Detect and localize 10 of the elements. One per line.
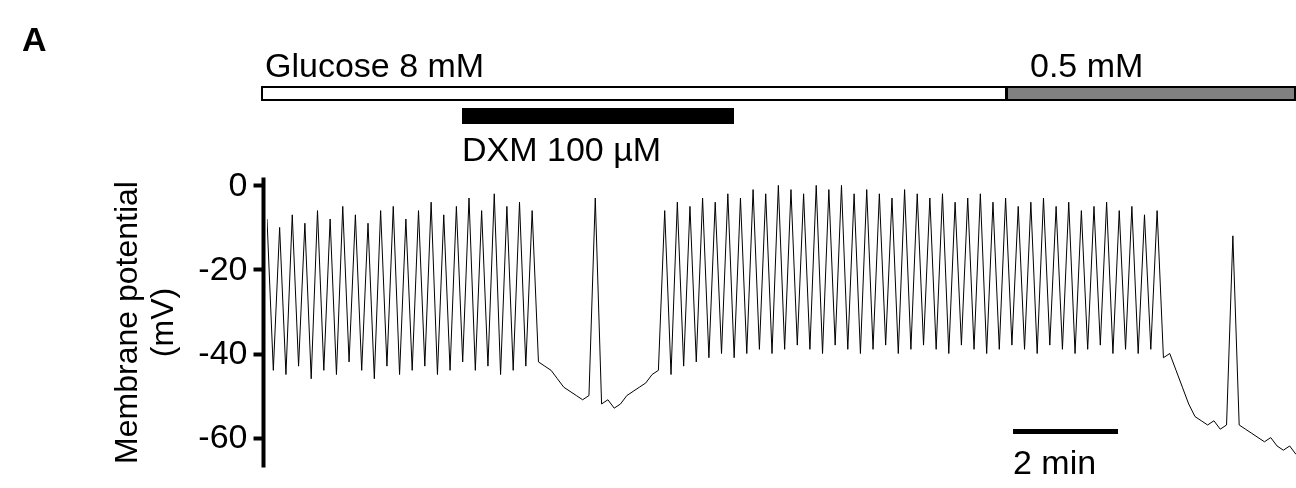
y-tick-label: 0 <box>228 164 248 203</box>
y-axis-title: Membrane potential (mV) <box>108 181 181 464</box>
text: Glucose 8 mM <box>265 46 485 84</box>
text: DXM 100 µM <box>462 130 662 168</box>
y-tick-label: -40 <box>198 333 248 372</box>
y-tick-label: -20 <box>198 248 248 287</box>
y-tick-label: -60 <box>198 417 248 456</box>
text: A <box>22 20 47 58</box>
annotation: 2 min <box>1013 443 1097 481</box>
text: 0.5 mM <box>1030 46 1144 84</box>
